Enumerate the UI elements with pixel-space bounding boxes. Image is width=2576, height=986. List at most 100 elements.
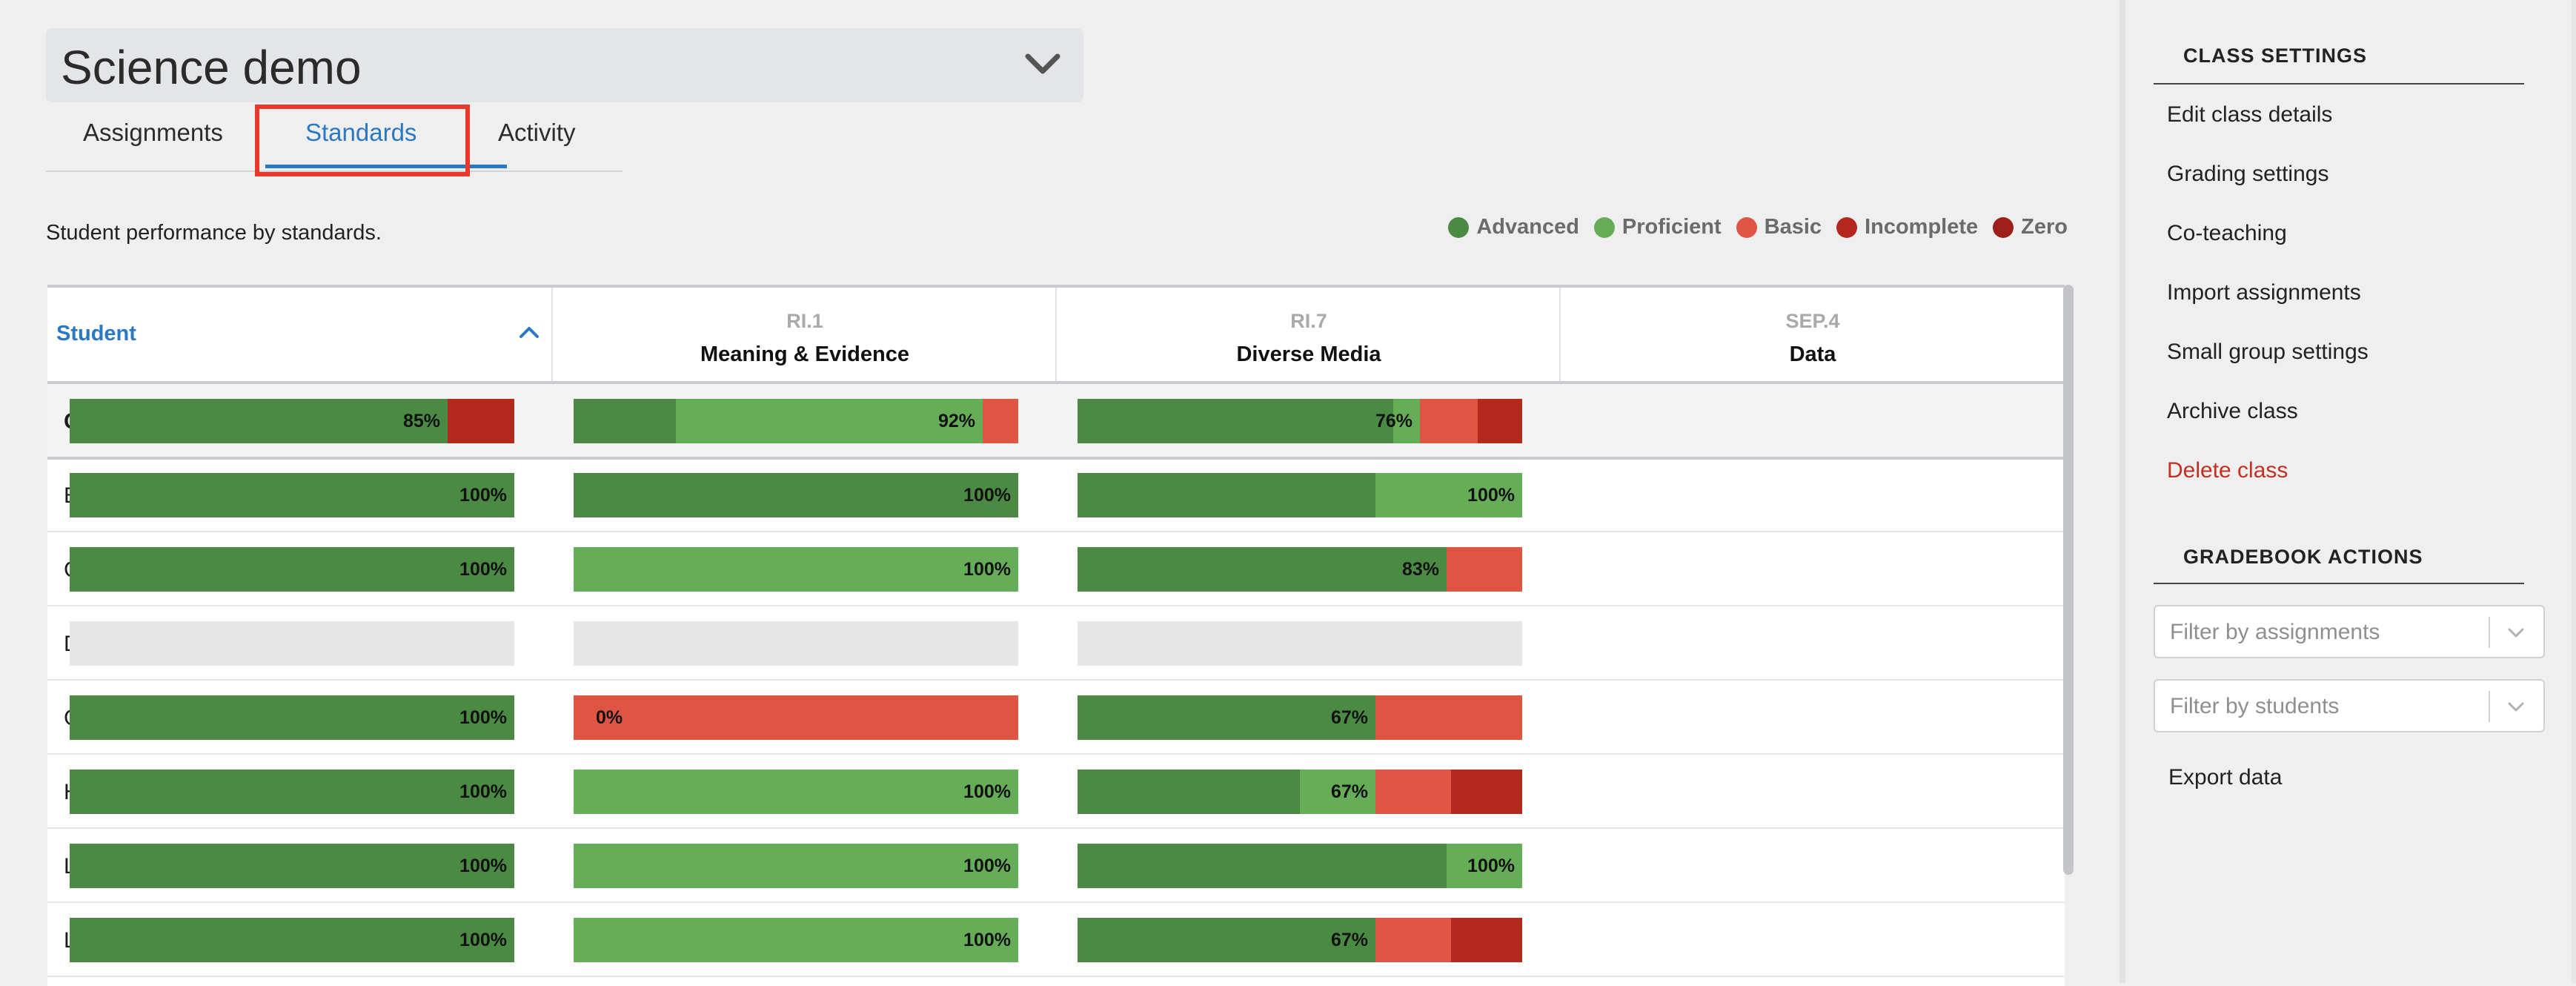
legend-label: Incomplete xyxy=(1865,215,1979,239)
score-segment-basic xyxy=(1420,399,1478,443)
table-row[interactable]: Curie, Marie100%100%83% xyxy=(47,532,2065,606)
standard-code: SEP.4 xyxy=(1785,310,1840,332)
performance-legend: Advanced Proficient Basic Incomplete Zer… xyxy=(1448,215,2068,239)
filter-assignments-select[interactable]: Filter by assignments xyxy=(2154,605,2545,658)
score-percent: 100% xyxy=(963,781,1011,802)
score-bar[interactable]: 67% xyxy=(1078,918,1522,962)
select-separator xyxy=(2489,617,2490,648)
score-segment-proficient xyxy=(1375,473,1522,517)
table-row[interactable]: Graham, Mary100%0%67% xyxy=(47,681,2065,755)
chevron-down-icon[interactable] xyxy=(2505,621,2527,647)
score-bar[interactable]: 100% xyxy=(574,918,1018,962)
export-data-link[interactable]: Export data xyxy=(2168,765,2283,790)
window-edge xyxy=(2572,0,2576,983)
standard-column-header[interactable]: RI.7 Diverse Media xyxy=(1055,288,1561,381)
score-segment-basic xyxy=(1375,695,1522,740)
score-percent: 100% xyxy=(459,707,507,728)
score-bar[interactable] xyxy=(70,621,514,666)
sort-ascending-icon[interactable] xyxy=(519,325,540,343)
table-row[interactable]: Lin, Sean100%100%100% xyxy=(47,829,2065,903)
legend-item-basic: Basic xyxy=(1736,215,1822,239)
score-segment-basic xyxy=(983,399,1018,443)
table-row[interactable]: Demo, Rudy xyxy=(47,606,2065,681)
score-percent: 92% xyxy=(937,411,975,431)
heading-divider xyxy=(2154,83,2524,85)
legend-label: Basic xyxy=(1764,215,1822,239)
edit-class-details-link[interactable]: Edit class details xyxy=(2167,102,2333,127)
table-scrollbar[interactable] xyxy=(2063,285,2074,875)
score-segment-incomplete xyxy=(1451,770,1522,814)
score-bar[interactable]: 100% xyxy=(574,770,1018,814)
score-percent: 83% xyxy=(1401,559,1439,580)
score-segment-proficient xyxy=(1447,844,1522,888)
student-column-header[interactable]: Student xyxy=(56,322,136,345)
score-segment-advanced xyxy=(70,918,514,962)
filter-assignments-placeholder: Filter by assignments xyxy=(2170,620,2380,644)
score-segment-advanced xyxy=(1078,770,1300,814)
small-group-settings-link[interactable]: Small group settings xyxy=(2167,340,2368,364)
legend-item-advanced: Advanced xyxy=(1448,215,1579,239)
table-row[interactable]: Bills, Tyler100%100%100% xyxy=(47,458,2065,532)
score-segment-proficient xyxy=(574,770,1018,814)
standards-table: Student RI.1 Meaning & Evidence RI.7 Div… xyxy=(47,285,2065,986)
tab-assignments[interactable]: Assignments xyxy=(83,119,223,146)
filter-students-placeholder: Filter by students xyxy=(2170,694,2340,718)
score-bar[interactable]: 76% xyxy=(1078,399,1522,443)
legend-item-zero: Zero xyxy=(1993,215,2068,239)
score-bar[interactable]: 100% xyxy=(574,844,1018,888)
class-selector[interactable]: Science demo xyxy=(46,28,1083,102)
page-subtitle: Student performance by standards. xyxy=(46,221,382,245)
score-bar[interactable]: 67% xyxy=(1078,770,1522,814)
filter-students-select[interactable]: Filter by students xyxy=(2154,679,2545,732)
score-bar[interactable]: 100% xyxy=(574,547,1018,592)
co-teaching-link[interactable]: Co-teaching xyxy=(2167,221,2287,245)
score-percent: 85% xyxy=(402,411,440,431)
tab-activity[interactable]: Activity xyxy=(498,119,576,146)
score-bar[interactable] xyxy=(1078,621,1522,666)
tab-standards[interactable]: Standards xyxy=(305,119,417,146)
score-bar[interactable]: 100% xyxy=(70,473,514,517)
score-percent: 100% xyxy=(963,485,1011,506)
standard-name: Data xyxy=(1789,343,1836,366)
score-percent: 100% xyxy=(1467,856,1515,876)
score-bar[interactable]: 92% xyxy=(574,399,1018,443)
chevron-down-icon[interactable] xyxy=(2505,695,2527,721)
delete-class-link[interactable]: Delete class xyxy=(2167,458,2288,483)
chevron-down-icon[interactable] xyxy=(1024,49,1061,82)
score-bar[interactable]: 100% xyxy=(70,844,514,888)
archive-class-link[interactable]: Archive class xyxy=(2167,399,2298,423)
score-bar[interactable]: 100% xyxy=(70,918,514,962)
standard-column-header[interactable]: RI.1 Meaning & Evidence xyxy=(551,288,1057,381)
score-percent: 100% xyxy=(459,559,507,580)
score-bar[interactable]: 85% xyxy=(70,399,514,443)
gradebook-main: Science demo Assignments Standards Activ… xyxy=(46,28,2074,986)
settings-sidebar: CLASS SETTINGS Edit class details Gradin… xyxy=(2125,0,2576,983)
standard-name: Diverse Media xyxy=(1236,343,1381,366)
gradebook-tabs: Assignments Standards Activity xyxy=(46,102,623,172)
score-bar[interactable]: 100% xyxy=(574,473,1018,517)
import-assignments-link[interactable]: Import assignments xyxy=(2167,280,2361,305)
score-bar[interactable]: 100% xyxy=(70,547,514,592)
score-percent: 67% xyxy=(1330,930,1368,950)
score-bar[interactable]: 100% xyxy=(70,695,514,740)
score-bar[interactable]: 0% xyxy=(574,695,1018,740)
score-percent: 100% xyxy=(963,559,1011,580)
score-bar[interactable]: 100% xyxy=(1078,844,1522,888)
score-segment-proficient xyxy=(1300,770,1375,814)
score-segment-advanced xyxy=(1078,695,1375,740)
table-row[interactable]: Hare, Marlene100%100%67% xyxy=(47,755,2065,829)
score-bar[interactable]: 83% xyxy=(1078,547,1522,592)
score-bar[interactable]: 100% xyxy=(70,770,514,814)
legend-item-proficient: Proficient xyxy=(1593,215,1722,239)
score-segment-proficient xyxy=(574,844,1018,888)
table-row[interactable]: Lopez, Elena100%100%67% xyxy=(47,903,2065,977)
class-settings-heading: CLASS SETTINGS xyxy=(2183,44,2368,67)
score-segment-proficient xyxy=(574,547,1018,592)
score-bar[interactable]: 67% xyxy=(1078,695,1522,740)
score-bar[interactable] xyxy=(574,621,1018,666)
standard-column-header[interactable]: SEP.4 Data xyxy=(1559,288,2065,381)
score-percent: 76% xyxy=(1375,411,1413,431)
grading-settings-link[interactable]: Grading settings xyxy=(2167,162,2329,186)
score-segment-incomplete xyxy=(448,399,514,443)
score-bar[interactable]: 100% xyxy=(1078,473,1522,517)
